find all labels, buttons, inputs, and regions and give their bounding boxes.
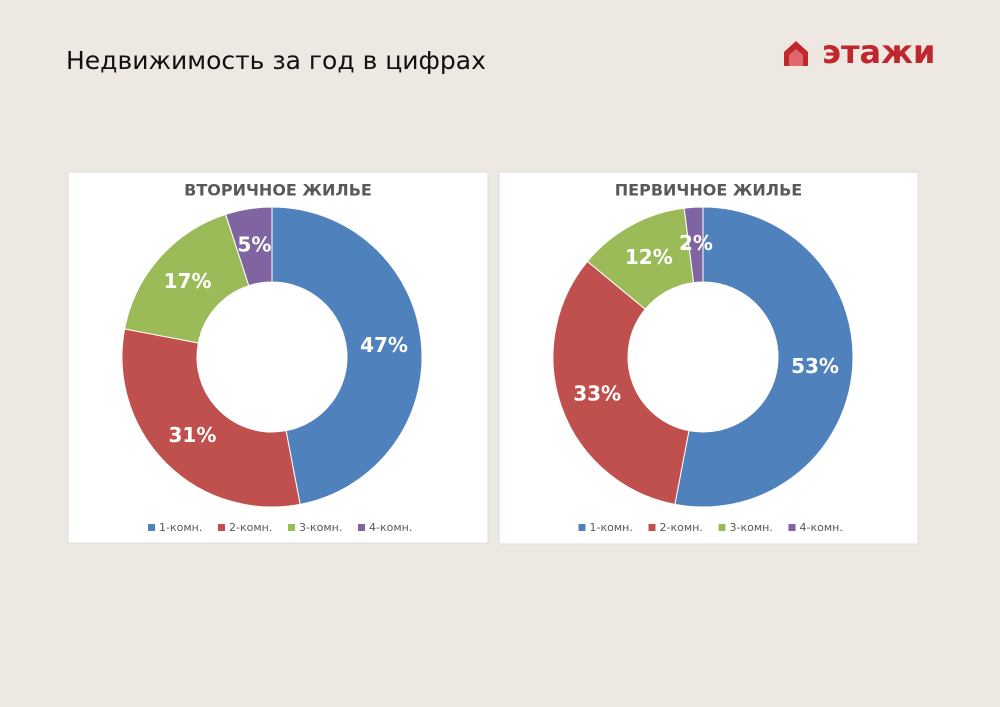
legend-swatch [788,524,796,531]
chart-title: ПЕРВИЧНОЕ ЖИЛЬЕ [615,181,802,200]
donut-slice [683,206,704,284]
value-label: 33% [573,382,621,406]
legend-label: 1-комн. [590,521,633,534]
logo-text: этажи [822,33,935,71]
donut-slice [225,206,273,287]
legend-label: 2-комн. [660,521,703,534]
donut-slice [674,206,854,508]
legend-label: 3-комн. [299,521,342,534]
value-label: 47% [360,333,408,357]
legend-swatch [578,524,586,531]
slide-title: Недвижимость за год в цифрах [66,46,486,75]
chart-title: ВТОРИЧНОЕ ЖИЛЬЕ [184,181,372,200]
legend-swatch [148,524,155,531]
logo-icon-inner [789,49,803,66]
value-label: 31% [169,423,217,447]
value-label: 2% [679,231,713,255]
legend-swatch [648,524,656,531]
donut-slice [271,206,423,505]
value-label: 5% [237,232,271,256]
value-label: 53% [791,354,839,378]
donut-slice [552,260,690,505]
logo: этажи [784,33,935,71]
donut-slice [121,328,301,508]
legend-swatch [358,524,365,531]
legend-label: 4-комн. [800,521,843,534]
legend-label: 2-комн. [229,521,272,534]
value-label: 12% [625,245,673,269]
value-label: 17% [164,269,212,293]
legend-swatch [218,524,225,531]
legend-label: 4-комн. [369,521,412,534]
legend-label: 3-комн. [730,521,773,534]
legend-swatch [288,524,295,531]
legend-swatch [718,524,726,531]
legend-label: 1-комн. [159,521,202,534]
